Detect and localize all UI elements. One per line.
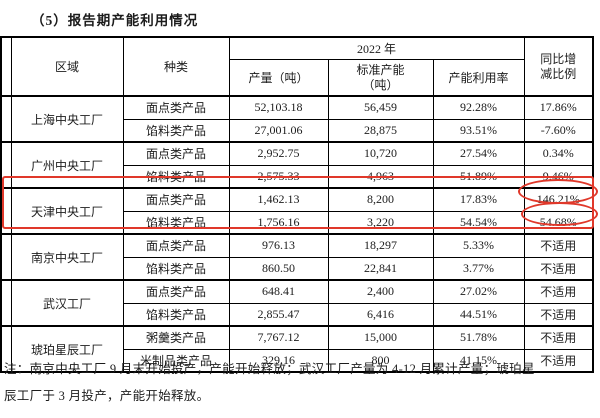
capacity-cell: 800 [327,348,434,373]
yoy-cell: 0.34% [523,141,594,166]
type-cell: 面点类产品 [122,279,230,304]
output-cell: 648.41 [228,279,329,304]
utilization-cell: 5.33% [432,233,525,258]
table-edge-cell [0,233,12,281]
output-cell: 2,952.75 [228,141,329,166]
yoy-cell: -7.60% [523,118,594,143]
capacity-cell: 2,400 [327,279,434,304]
yoy-cell: 不适用 [523,279,594,304]
output-cell: 2,855.47 [228,302,329,327]
col-header-output: 产量（吨） [228,59,329,97]
col-header-type: 种类 [122,36,230,97]
region-cell-tianjin: 天津中央工厂 [10,187,124,235]
utilization-cell: 51.78% [432,325,525,350]
col-header-region: 区域 [10,36,124,97]
footnote: 注：南京中央工厂 9 月末开始投产，产能开始释放；武汉工厂产量为 4-12 月累… [4,356,598,410]
type-cell: 面点类产品 [122,95,230,120]
utilization-cell: 54.54% [432,210,525,235]
col-header-year: 2022 年 [228,36,525,60]
capacity-cell: 10,720 [327,141,434,166]
capacity-cell: 15,000 [327,325,434,350]
utilization-cell: 51.89% [432,164,525,189]
output-cell: 52,103.18 [228,95,329,120]
yoy-cell-circled: 146.21% [523,187,594,212]
type-cell: 粥羹类产品 [122,325,230,350]
capacity-utilization-table: 区域 种类 2022 年 同比增 减比例 产量（吨） 标准产能 （吨） 产能利用… [0,36,595,373]
region-cell-shanghai: 上海中央工厂 [10,95,124,143]
capacity-cell: 22,841 [327,256,434,281]
region-cell-hupoxingchen: 琥珀星辰工厂 [10,325,124,373]
output-cell: 860.50 [228,256,329,281]
yoy-cell: 不适用 [523,233,594,258]
type-cell: 馅料类产品 [122,302,230,327]
col-header-yoy: 同比增 减比例 [523,36,594,97]
output-cell: 329.16 [228,348,329,373]
utilization-cell: 44.51% [432,302,525,327]
yoy-cell: 9.46% [523,164,594,189]
utilization-cell: 17.83% [432,187,525,212]
type-cell: 面点类产品 [122,187,230,212]
utilization-cell: 27.02% [432,279,525,304]
output-cell: 2,575.33 [228,164,329,189]
utilization-cell: 3.77% [432,256,525,281]
utilization-cell: 41.15% [432,348,525,373]
capacity-cell: 4,963 [327,164,434,189]
col-header-capacity: 标准产能 （吨） [327,59,434,97]
yoy-cell: 不适用 [523,302,594,327]
type-cell: 馅料类产品 [122,118,230,143]
table-edge-cell [0,187,12,235]
utilization-cell: 93.51% [432,118,525,143]
yoy-cell: 不适用 [523,256,594,281]
yoy-cell: 不适用 [523,325,594,350]
output-cell: 27,001.06 [228,118,329,143]
output-cell: 976.13 [228,233,329,258]
capacity-cell: 18,297 [327,233,434,258]
type-cell: 面点类产品 [122,141,230,166]
capacity-cell: 28,875 [327,118,434,143]
table-edge-cell [0,279,12,327]
utilization-cell: 92.28% [432,95,525,120]
type-cell: 面点类产品 [122,233,230,258]
table-edge-cell [0,95,12,143]
utilization-cell: 27.54% [432,141,525,166]
footnote-line-1: 注：南京中央工厂 9 月末开始投产，产能开始释放；武汉工厂产量为 4-12 月累… [4,362,535,376]
yoy-cell: 不适用 [523,348,594,373]
section-title: （5）报告期产能利用情况 [31,13,199,28]
output-cell: 7,767.12 [228,325,329,350]
table-edge-cell [0,36,12,97]
output-cell: 1,462.13 [228,187,329,212]
type-cell: 馅料类产品 [122,210,230,235]
capacity-cell: 6,416 [327,302,434,327]
region-cell-nanjing: 南京中央工厂 [10,233,124,281]
type-cell: 米制品类产品 [122,348,230,373]
capacity-cell: 3,220 [327,210,434,235]
capacity-cell: 8,200 [327,187,434,212]
region-cell-guangzhou: 广州中央工厂 [10,141,124,189]
yoy-cell-circled: 54.68% [523,210,594,235]
col-header-utilization: 产能利用率 [432,59,525,97]
yoy-cell: 17.86% [523,95,594,120]
capacity-cell: 56,459 [327,95,434,120]
output-cell: 1,756.16 [228,210,329,235]
table-edge-cell [0,141,12,189]
type-cell: 馅料类产品 [122,256,230,281]
type-cell: 馅料类产品 [122,164,230,189]
footnote-line-2: 辰工厂于 3 月投产，产能开始释放。 [4,389,210,403]
region-cell-wuhan: 武汉工厂 [10,279,124,327]
